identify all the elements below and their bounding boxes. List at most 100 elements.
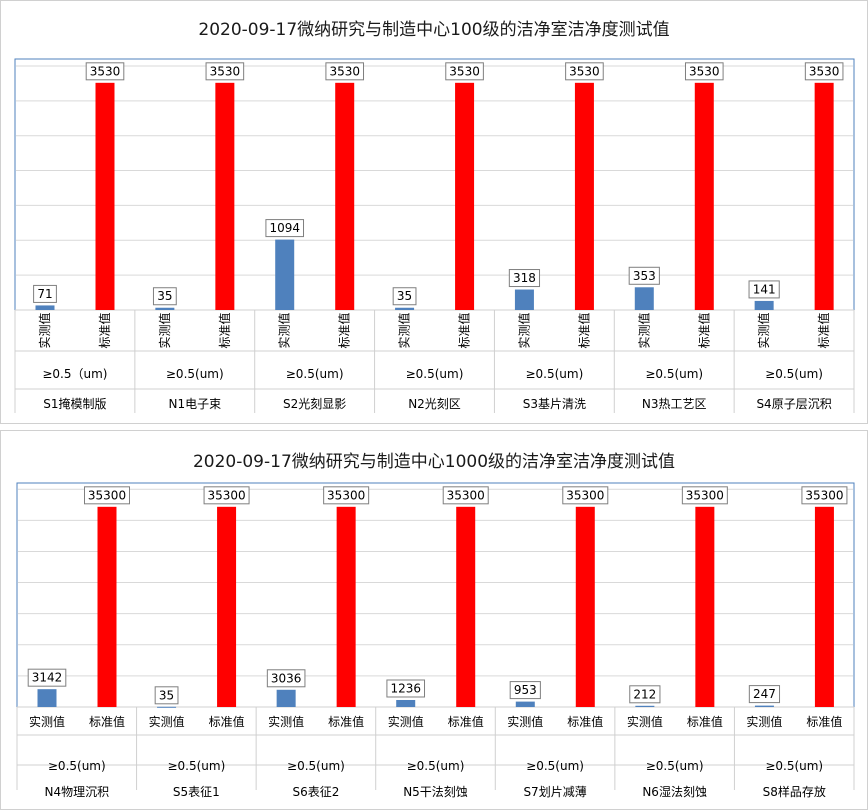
- data-label: 3530: [449, 64, 480, 78]
- data-label-box: [323, 486, 370, 505]
- bar-label: 标准值: [328, 714, 364, 729]
- subgroup-label: ≥0.5(um): [646, 759, 704, 773]
- data-label-box: [684, 62, 724, 81]
- bar-label: 实测值: [388, 714, 424, 729]
- bar-label: 标准值: [687, 714, 723, 729]
- data-label-box: [85, 62, 125, 81]
- data-label: 247: [753, 687, 776, 701]
- chart-panel-class-1000: 2020-09-17微纳研究与制造中心1000级的洁净室洁净度测试值 3142 实…: [0, 430, 868, 810]
- category-label: S1掩模制版: [43, 397, 106, 411]
- bar-label: 实测值: [29, 714, 65, 729]
- bar-label: 实测值: [397, 312, 412, 348]
- data-label: 35300: [447, 488, 485, 502]
- data-label: 35: [397, 289, 412, 303]
- bar-label: 标准值: [448, 714, 484, 729]
- data-label-box: [325, 62, 365, 81]
- bar-label: 实测值: [507, 714, 543, 729]
- plot-area: [14, 58, 855, 311]
- data-label: 3530: [809, 64, 840, 78]
- data-label-box: [801, 486, 848, 505]
- category-label: S5表征1: [173, 785, 220, 799]
- data-label: 35: [159, 688, 174, 702]
- bar-label: 实测值: [746, 714, 782, 729]
- data-label-box: [562, 486, 609, 505]
- subgroup-label: ≥0.5(um): [645, 367, 703, 381]
- category-label: S4原子层沉积: [756, 397, 831, 411]
- bar-label: 标准值: [337, 312, 352, 348]
- subgroup-label: ≥0.5(um): [48, 759, 106, 773]
- measured-bar: [395, 307, 415, 310]
- data-label: 71: [37, 287, 52, 301]
- measured-bar: [157, 706, 177, 708]
- data-label: 3530: [569, 64, 600, 78]
- data-label-box: [629, 685, 661, 704]
- standard-bar: [575, 506, 595, 707]
- data-label-box: [386, 679, 426, 698]
- subgroup-label: ≥0.5（um): [42, 367, 107, 381]
- bar-label: 实测值: [157, 312, 172, 348]
- data-label-box: [628, 266, 660, 285]
- measured-bar: [754, 300, 774, 310]
- category-label: N6湿法刻蚀: [642, 784, 707, 799]
- data-label: 3530: [689, 64, 720, 78]
- bar-label: 实测值: [37, 312, 52, 348]
- data-label-box: [152, 287, 177, 306]
- data-label-box: [508, 269, 541, 288]
- bar-label: 实测值: [149, 714, 185, 729]
- measured-bar: [754, 705, 774, 707]
- category-label: S3基片清洗: [523, 397, 586, 411]
- measured-bar: [514, 289, 534, 310]
- bar-label: 标准值: [806, 714, 842, 729]
- data-label: 141: [753, 282, 776, 296]
- bar-label: 标准值: [696, 312, 711, 348]
- data-label-box: [445, 62, 484, 81]
- subgroup-label: ≥0.5(um): [526, 759, 584, 773]
- data-label-box: [748, 685, 781, 704]
- bar-label: 标准值: [97, 312, 112, 348]
- plot-area: [16, 482, 855, 708]
- standard-bar: [97, 506, 117, 707]
- standard-bar: [814, 506, 834, 707]
- data-label: 1094: [269, 221, 300, 235]
- category-label: N5干法刻蚀: [403, 785, 468, 799]
- data-label: 3530: [329, 64, 360, 78]
- data-label: 1236: [390, 681, 421, 695]
- standard-bar: [217, 506, 237, 707]
- category-label: N2光刻区: [408, 397, 461, 411]
- standard-bar: [574, 82, 594, 310]
- measured-bar: [515, 701, 535, 707]
- data-label: 3530: [90, 64, 121, 78]
- data-label: 353: [633, 269, 656, 283]
- data-label-box: [154, 686, 179, 705]
- bar-label: 标准值: [217, 312, 232, 348]
- bar-label: 标准值: [576, 312, 591, 348]
- category-label: N4物理沉积: [44, 785, 109, 799]
- data-label: 35300: [566, 488, 604, 502]
- bar-label: 实测值: [636, 312, 651, 348]
- chart-panel-class-100: 2020-09-17微纳研究与制造中心100级的洁净室洁净度测试值 71 实测值 3…: [0, 0, 868, 424]
- data-label: 953: [514, 683, 537, 697]
- measured-bar: [275, 239, 295, 310]
- measured-bar: [396, 699, 416, 707]
- measured-bar: [35, 305, 55, 310]
- category-label: N1电子束: [168, 397, 221, 411]
- bar-label: 实测值: [756, 312, 771, 348]
- bar-label: 实测值: [627, 714, 663, 729]
- bar-label: 标准值: [209, 714, 245, 729]
- data-label: 35300: [88, 488, 126, 502]
- subgroup-label: ≥0.5(um): [286, 367, 344, 381]
- bar-label: 实测值: [277, 312, 292, 348]
- standard-bar: [814, 82, 834, 310]
- data-label-box: [392, 287, 417, 306]
- data-label-box: [205, 62, 245, 81]
- bar-label: 标准值: [816, 312, 831, 348]
- data-label: 35300: [207, 488, 245, 502]
- data-label-box: [203, 486, 250, 505]
- measured-bar: [635, 705, 655, 707]
- data-label-box: [33, 284, 57, 303]
- bar-chart-class-1000: 3142 实测值 35300 标准值 ≥0.5(um) N4物理沉积 35 实测值 35300 标…: [16, 482, 855, 799]
- bar-label: 标准值: [567, 714, 603, 729]
- subgroup-label: ≥0.5(um): [525, 367, 583, 381]
- category-label: S7划片减薄: [523, 784, 586, 799]
- data-label-box: [509, 681, 541, 700]
